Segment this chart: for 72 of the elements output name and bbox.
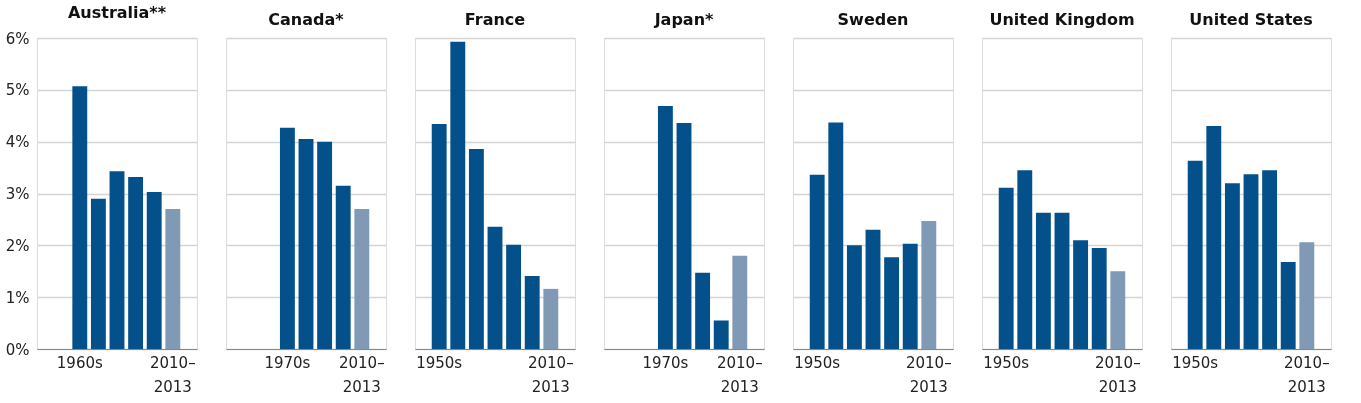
y-tick-label: 6%	[5, 29, 30, 48]
bar	[676, 123, 692, 349]
bar	[279, 127, 295, 349]
y-tick-label: 1%	[5, 288, 30, 307]
y-tick-label: 2%	[5, 236, 30, 255]
bar	[921, 220, 937, 349]
bar	[506, 244, 522, 349]
bar	[1110, 271, 1126, 349]
chart-title: Canada*	[268, 10, 345, 29]
bar	[146, 191, 162, 349]
y-tick-label: 4%	[5, 133, 30, 152]
bar	[1280, 261, 1296, 349]
x-tick-label: 2010–2013	[149, 353, 196, 396]
x-tick-label: 1950s	[1172, 353, 1219, 372]
x-tick-label: 2010–2013	[527, 353, 574, 396]
bar	[1091, 247, 1107, 349]
bar	[524, 275, 540, 349]
x-tick-label: 1970s	[642, 353, 689, 372]
bar	[431, 124, 447, 349]
chart-title: Sweden	[837, 10, 909, 29]
chart-title: France	[464, 10, 526, 29]
bar	[487, 226, 503, 349]
bar	[828, 122, 844, 349]
bar	[1262, 170, 1278, 349]
x-tick-label: 1970s	[264, 353, 311, 372]
bar	[732, 255, 748, 349]
bar	[1073, 240, 1089, 349]
bar	[1017, 170, 1033, 349]
bar	[468, 148, 484, 349]
bar	[128, 176, 144, 349]
bar	[713, 320, 729, 349]
bar	[1206, 126, 1222, 349]
chart-title: United States	[1189, 10, 1313, 29]
y-tick-label: 0%	[5, 340, 30, 359]
x-tick-label: 2010–2013	[1283, 353, 1330, 396]
bar	[1035, 212, 1051, 349]
bar	[1187, 160, 1203, 349]
bar	[335, 185, 351, 349]
x-tick-label: 2010–2013	[1094, 353, 1141, 396]
bar	[1299, 242, 1315, 349]
bar	[865, 229, 881, 349]
x-tick-label: 1960s	[56, 353, 103, 372]
x-tick-label: 1950s	[416, 353, 463, 372]
bar	[695, 272, 711, 349]
bar	[1054, 212, 1070, 349]
bar	[450, 41, 466, 349]
bar	[884, 257, 900, 349]
bar	[846, 245, 862, 349]
bar	[543, 288, 559, 349]
x-tick-label: 2010–2013	[716, 353, 763, 396]
x-tick-label: 1950s	[983, 353, 1030, 372]
bar	[809, 174, 825, 349]
bar	[72, 86, 88, 349]
bar	[902, 243, 918, 349]
x-tick-label: 2010–2013	[905, 353, 952, 396]
y-tick-label: 5%	[5, 81, 30, 100]
bar	[90, 198, 106, 349]
x-tick-label: 1950s	[794, 353, 841, 372]
bar	[1224, 183, 1240, 349]
bar	[998, 187, 1014, 349]
bar	[109, 171, 125, 349]
bar	[657, 105, 673, 349]
bar	[1243, 174, 1259, 349]
y-tick-label: 3%	[5, 185, 30, 203]
bar	[317, 141, 333, 349]
x-tick-label: 2010–2013	[338, 353, 385, 396]
chart-title: Japan*	[653, 10, 715, 29]
chart-title: United Kingdom	[989, 10, 1135, 29]
chart-title: Australia**	[67, 3, 167, 22]
bar	[298, 139, 314, 349]
bar	[354, 209, 370, 349]
bar	[165, 209, 181, 349]
